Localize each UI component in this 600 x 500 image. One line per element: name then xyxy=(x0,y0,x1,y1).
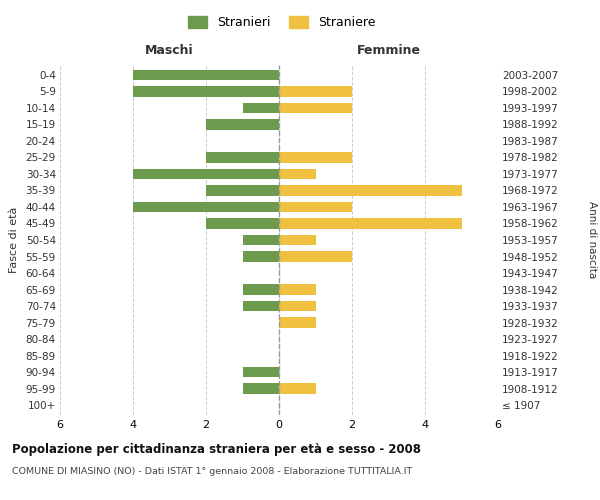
Bar xyxy=(279,86,352,97)
Bar xyxy=(206,218,279,229)
Bar xyxy=(279,383,316,394)
Bar xyxy=(279,202,352,212)
Bar xyxy=(242,300,279,312)
Bar xyxy=(133,202,279,212)
Text: Maschi: Maschi xyxy=(145,44,194,58)
Bar xyxy=(242,284,279,295)
Bar xyxy=(279,102,352,114)
Bar xyxy=(242,251,279,262)
Bar xyxy=(242,383,279,394)
Bar xyxy=(206,185,279,196)
Bar xyxy=(279,152,352,163)
Bar xyxy=(206,152,279,163)
Bar xyxy=(279,284,316,295)
Legend: Stranieri, Straniere: Stranieri, Straniere xyxy=(184,11,380,34)
Bar xyxy=(279,251,352,262)
Bar xyxy=(279,234,316,246)
Bar xyxy=(279,317,316,328)
Bar xyxy=(279,185,461,196)
Text: COMUNE DI MIASINO (NO) - Dati ISTAT 1° gennaio 2008 - Elaborazione TUTTITALIA.IT: COMUNE DI MIASINO (NO) - Dati ISTAT 1° g… xyxy=(12,468,412,476)
Bar xyxy=(242,102,279,114)
Bar xyxy=(279,168,316,179)
Bar xyxy=(133,70,279,80)
Bar xyxy=(206,119,279,130)
Bar xyxy=(133,86,279,97)
Text: Anni di nascita: Anni di nascita xyxy=(587,202,597,278)
Bar xyxy=(279,218,461,229)
Bar xyxy=(133,168,279,179)
Bar xyxy=(242,366,279,378)
Bar xyxy=(279,300,316,312)
Bar xyxy=(242,234,279,246)
Text: Popolazione per cittadinanza straniera per età e sesso - 2008: Popolazione per cittadinanza straniera p… xyxy=(12,442,421,456)
Y-axis label: Fasce di età: Fasce di età xyxy=(8,207,19,273)
Text: Femmine: Femmine xyxy=(356,44,421,58)
